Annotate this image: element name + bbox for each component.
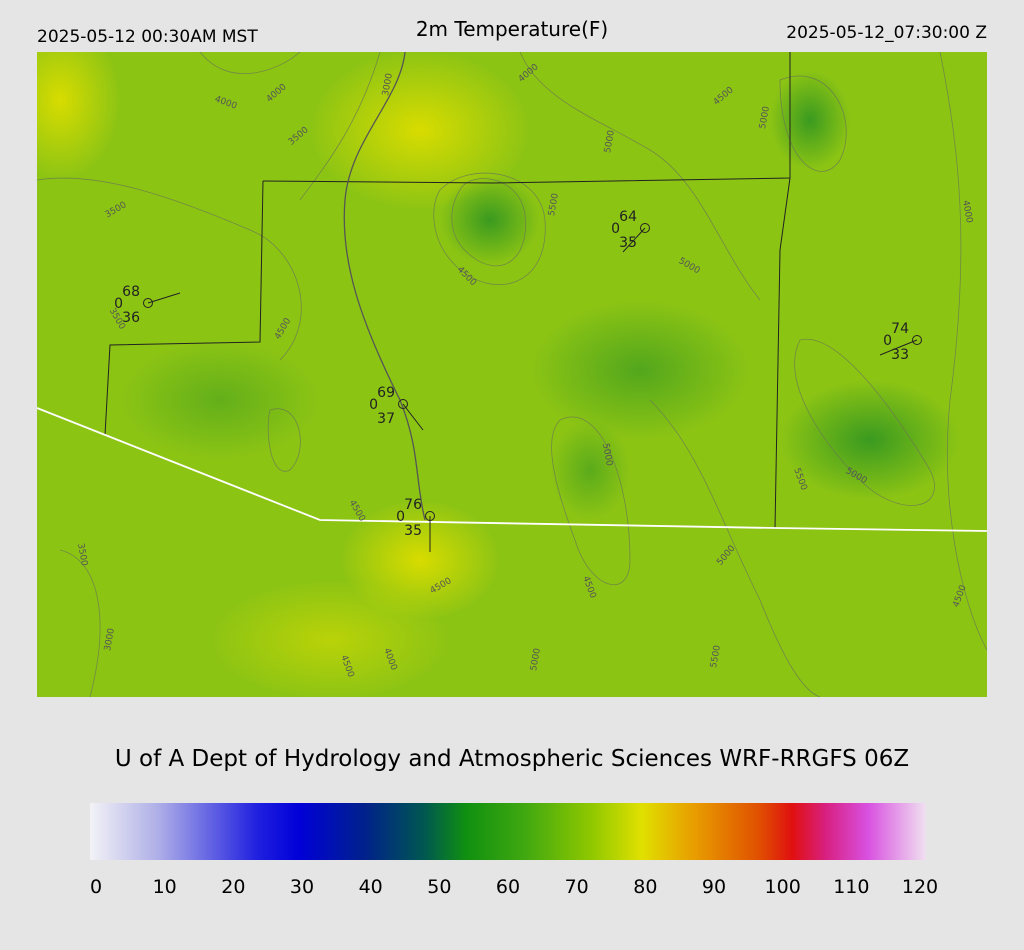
station-circle [640,223,650,233]
station-dewpoint: 35 [619,235,637,251]
colorbar-tick-label: 80 [633,876,657,898]
contour-label: 4000 [960,200,974,225]
colorbar-tick-label: 90 [702,876,726,898]
station-temp: 74 [891,321,909,337]
contour-label: 5500 [547,192,561,217]
station-temp: 76 [404,497,422,513]
station-dewpoint: 35 [404,523,422,539]
colorbar-tick-label: 20 [221,876,245,898]
colorbar [90,803,926,860]
local-time: 2025-05-12 00:30AM MST [37,27,258,47]
colorbar-tick-label: 0 [90,876,102,898]
station-circle [912,335,922,345]
colorbar-tick-label: 100 [765,876,801,898]
contour-label: 5500 [709,644,723,669]
station-wind: 0 [396,509,405,525]
station-wind: 0 [369,397,378,413]
colorbar-tick-label: 10 [153,876,177,898]
map-title: 2m Temperature(F) [416,17,608,41]
colorbar-ticks: 0 10 20 30 40 50 60 70 80 90 100 110 120 [90,876,938,898]
colorbar-tick-label: 30 [290,876,314,898]
station-wind: 0 [114,296,123,312]
station-temp: 69 [377,385,395,401]
wind-barb [622,227,646,253]
colorbar-tick-label: 110 [833,876,869,898]
contour-label: 3500 [75,543,89,568]
contour-label: 3000 [103,627,117,652]
map [37,52,987,697]
station-dewpoint: 36 [122,310,140,326]
wind-barb [879,339,918,356]
colorbar-tick-label: 50 [427,876,451,898]
colorbar-tick-label: 120 [902,876,938,898]
wind-barb [147,292,181,304]
contour-label: 5000 [758,105,772,130]
colorbar-tick-label: 60 [496,876,520,898]
contour-label: 5000 [529,647,543,672]
credit: U of A Dept of Hydrology and Atmospheric… [115,746,909,772]
station-dewpoint: 33 [891,347,909,363]
station-wind: 0 [611,221,620,237]
colorbar-tick-label: 70 [565,876,589,898]
contour-label: 5000 [603,129,617,154]
station-circle [398,399,408,409]
station-temp: 68 [122,284,140,300]
station-temp: 64 [619,209,637,225]
wind-barb [402,403,424,431]
colorbar-tick-label: 40 [359,876,383,898]
station-dewpoint: 37 [377,411,395,427]
station-wind: 0 [883,333,892,349]
contour-label: 3000 [381,72,395,97]
contour-label: 5000 [600,443,614,468]
station-circle [143,298,153,308]
utc-time: 2025-05-12_07:30:00 Z [786,23,987,43]
